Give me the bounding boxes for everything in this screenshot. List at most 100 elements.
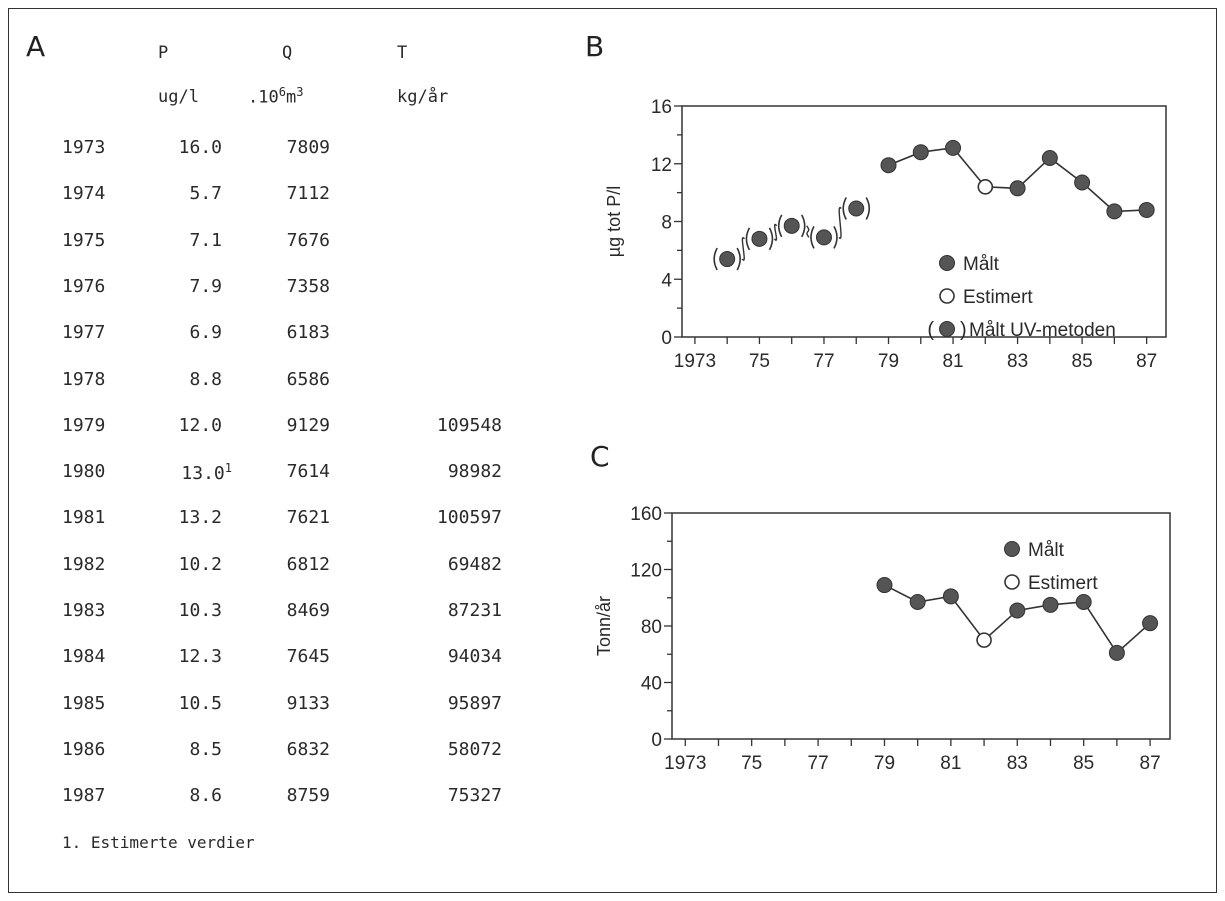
point-bracket-right [800, 214, 806, 238]
x-tick-label: 1973 [664, 753, 706, 774]
legend-label: Estimert [963, 287, 1033, 308]
row-p: 13.2 [178, 507, 222, 529]
legend-label: Estimert [1028, 573, 1098, 594]
row-q: 7112 [286, 183, 330, 205]
y-tick-label: 16 [651, 97, 672, 118]
row-t: 69482 [447, 553, 502, 575]
point-bracket-left [842, 197, 847, 220]
y-axis-label: Tonn/år [594, 596, 614, 656]
row-q: 6183 [286, 322, 330, 344]
row-t: 94034 [447, 646, 502, 668]
panel-a-letter: A [26, 30, 46, 63]
panel-b-chart: 0 4 8 12 16 1973 75 77 79 81 83 85 87 µg tot P/l Målt E… [604, 97, 1167, 372]
data-point [909, 593, 926, 610]
unit-q: .106m3 [248, 85, 304, 108]
legend-label: Målt UV-metoden [969, 320, 1116, 341]
row-year: 1976 [62, 275, 106, 297]
x-tick-label: 83 [1007, 753, 1028, 774]
point-bracket-right [768, 227, 774, 251]
row-year: 1974 [62, 183, 106, 205]
x-tick-label: 75 [749, 351, 770, 372]
data-point [880, 157, 897, 174]
row-year: 1978 [62, 368, 106, 390]
row-p: 10.2 [178, 553, 222, 575]
y-tick-label: 0 [661, 328, 672, 349]
x-tick-label: 87 [1140, 753, 1161, 774]
data-point [1142, 615, 1159, 632]
row-q: 7676 [286, 229, 330, 251]
row-year: 1981 [62, 507, 106, 529]
point-bracket-right [833, 225, 838, 249]
y-tick-label: 40 [641, 674, 662, 695]
data-point [1108, 644, 1125, 661]
row-t: 87231 [447, 600, 502, 621]
series-line [888, 147, 1147, 213]
row-p: 7.1 [189, 229, 222, 251]
x-tick-label: 85 [1073, 753, 1094, 774]
data-point [751, 230, 768, 247]
x-tick-label: 1973 [674, 351, 716, 372]
row-t: 98982 [447, 461, 502, 483]
row-year: 1987 [62, 785, 106, 807]
data-point [848, 200, 865, 217]
row-year: 1979 [62, 414, 106, 436]
point-bracket-left [810, 225, 815, 249]
x-tick-label: 77 [808, 753, 829, 774]
figure-frame [8, 8, 1217, 893]
row-p: 8.5 [189, 738, 222, 760]
data-point-estimated [976, 632, 992, 648]
row-year: 1975 [62, 229, 106, 251]
x-tick-label: 87 [1136, 351, 1157, 372]
row-p: 13.01 [181, 461, 232, 485]
series-link [838, 206, 842, 239]
legend-marker [939, 255, 955, 271]
legend-marker [1004, 541, 1020, 557]
panel-c-letter: C [590, 440, 610, 473]
data-point [1041, 149, 1058, 166]
row-p: 12.3 [178, 646, 222, 668]
legend-label: Målt [963, 254, 1000, 275]
series-link [773, 223, 778, 241]
legend-marker [939, 321, 955, 337]
series-link [806, 225, 810, 238]
x-tick-label: 79 [874, 753, 895, 774]
unit-p: ug/l [158, 87, 199, 107]
data-point [1042, 596, 1059, 613]
data-point-estimated [977, 179, 994, 195]
row-year: 1982 [62, 553, 106, 575]
y-tick-label: 80 [641, 617, 662, 638]
table-footnote: 1. Estimerte verdier [62, 833, 255, 852]
row-q: 9129 [286, 414, 330, 436]
row-year: 1984 [62, 646, 106, 668]
point-bracket-left [713, 247, 718, 271]
x-tick-label: 81 [942, 351, 963, 372]
data-point [876, 577, 893, 594]
y-tick-label: 8 [661, 213, 672, 234]
y-tick-label: 12 [651, 155, 672, 176]
header-t: T [397, 43, 408, 63]
point-bracket-left [777, 214, 783, 238]
y-tick-label: 120 [630, 561, 662, 582]
plot-area [671, 512, 1171, 740]
y-tick-label: 160 [630, 504, 662, 525]
x-tick-label: 83 [1007, 351, 1028, 372]
row-year: 1985 [62, 692, 106, 714]
footnote-marker: 1 [224, 461, 232, 476]
row-q: 8469 [286, 600, 330, 621]
panel-c-chart: 0 40 80 120 160 1973 75 77 79 81 83 85 87 Tonn/år Målt… [594, 504, 1171, 774]
row-q: 7621 [286, 507, 330, 529]
row-p: 12.0 [178, 414, 222, 436]
data-point [1106, 203, 1123, 220]
point-bracket-right [865, 197, 871, 220]
legend-marker-open [939, 288, 955, 304]
row-p: 6.9 [189, 322, 222, 344]
data-point [783, 217, 800, 234]
data-point [942, 588, 959, 605]
point-bracket-left [745, 227, 751, 251]
y-tick-label: 4 [661, 270, 672, 291]
row-year: 1986 [62, 738, 106, 760]
data-point [1138, 201, 1155, 218]
x-tick-label: 81 [940, 753, 961, 774]
legend-bracket-close: ) [960, 319, 967, 341]
row-p: 7.9 [189, 275, 222, 297]
